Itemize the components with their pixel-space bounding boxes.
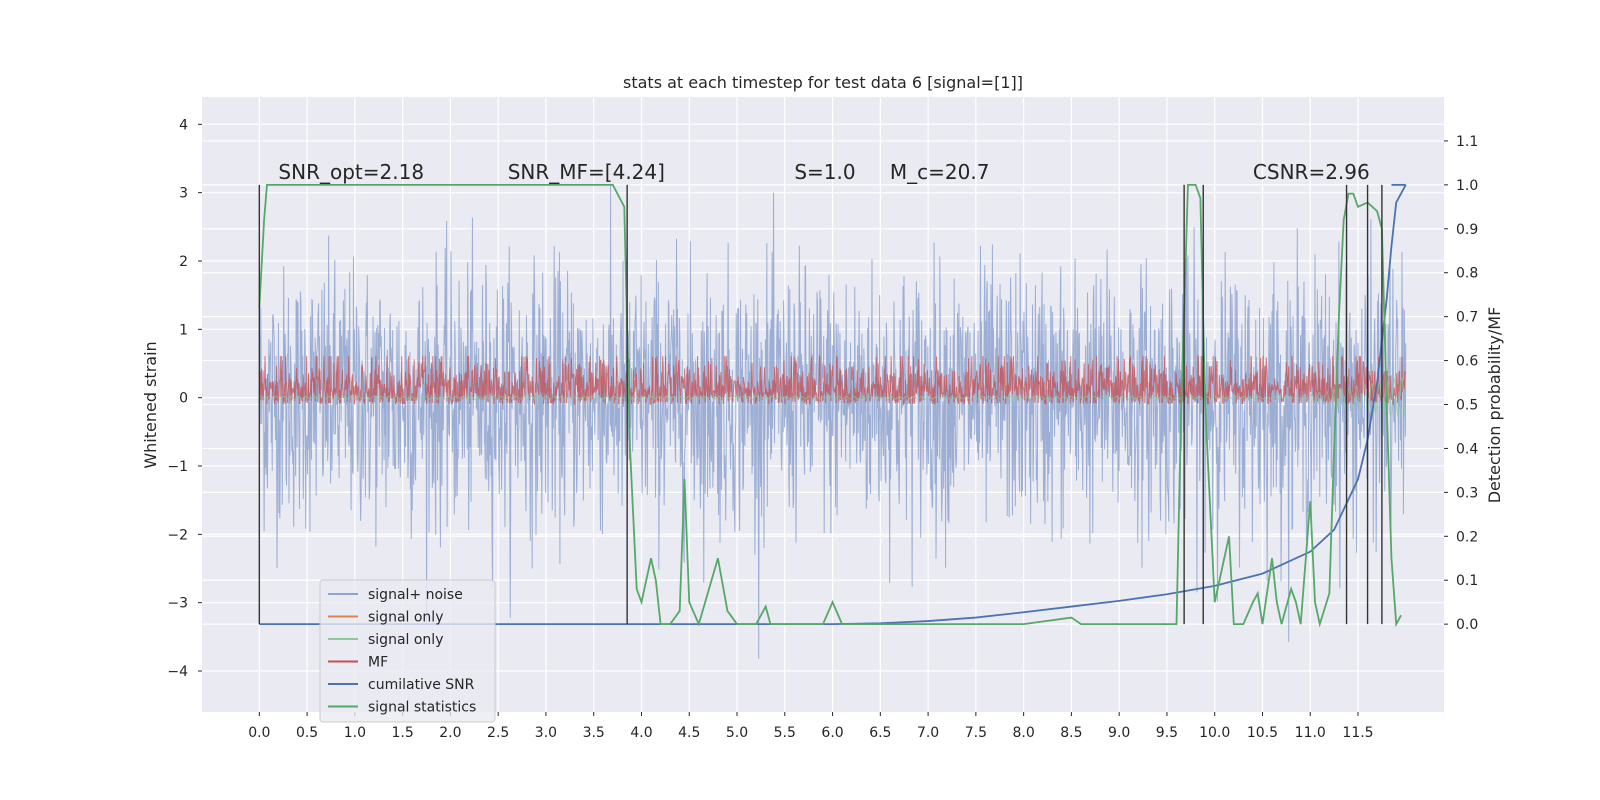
y-tick-label: 1 bbox=[179, 322, 188, 338]
series-lines bbox=[258, 183, 1407, 628]
y-tick-label: −2 bbox=[167, 527, 188, 543]
y-tick-label: 0 bbox=[179, 391, 188, 407]
chart-title: stats at each timestep for test data 6 [… bbox=[623, 73, 1023, 92]
annotation: CSNR=2.96 bbox=[1253, 160, 1370, 184]
x-tick-label: 6.5 bbox=[869, 725, 891, 741]
x-tick-label: 6.0 bbox=[821, 725, 843, 741]
annotation: M_c=20.7 bbox=[890, 160, 990, 184]
y-right-tick-labels: 1.1 1.0 0.9 0.8 0.7 0.6 0.5 0.4 0.3 0.2 0.1 0.0 bbox=[1444, 134, 1478, 633]
x-tick-label: 7.5 bbox=[965, 725, 987, 741]
legend-entry: signal only bbox=[368, 632, 443, 648]
x-tick-label: 2.5 bbox=[487, 725, 509, 741]
y-right-tick-label: 0.4 bbox=[1456, 441, 1478, 457]
y-right-tick-label: 1.0 bbox=[1456, 178, 1478, 194]
x-tick-label: 2.0 bbox=[439, 725, 461, 741]
x-tick-label: 0.0 bbox=[248, 725, 270, 741]
x-tick-label: 8.0 bbox=[1012, 725, 1034, 741]
x-tick-label: 0.5 bbox=[296, 725, 318, 741]
x-tick-label: 5.0 bbox=[726, 725, 748, 741]
y-right-tick-label: 0.1 bbox=[1456, 573, 1478, 589]
legend-entry: signal only bbox=[368, 610, 443, 626]
series-signal-only bbox=[258, 377, 1407, 419]
annotation: SNR_MF=[4.24] bbox=[508, 160, 665, 184]
x-tick-label: 3.5 bbox=[583, 725, 605, 741]
y-tick-label: −3 bbox=[167, 596, 188, 612]
y-right-tick-label: 0.2 bbox=[1456, 529, 1478, 545]
legend-entry: MF bbox=[368, 655, 388, 671]
legend: signal+ noise signal only signal only MF cum… bbox=[319, 579, 496, 723]
annotation: SNR_opt=2.18 bbox=[278, 160, 424, 184]
x-tick-label: 3.0 bbox=[535, 725, 557, 741]
x-tick-label: 4.5 bbox=[678, 725, 700, 741]
legend-box bbox=[319, 579, 496, 723]
y-right-tick-label: 0.0 bbox=[1456, 617, 1478, 633]
x-tick-label: 11.0 bbox=[1295, 725, 1326, 741]
legend-entry: signal statistics bbox=[368, 700, 476, 716]
x-tick-label: 1.5 bbox=[391, 725, 413, 741]
legend-entry: cumilative SNR bbox=[368, 677, 475, 693]
signal-noise-band bbox=[258, 185, 1407, 659]
x-tick-labels: 0.0 0.5 1.0 1.5 2.0 2.5 3.0 3.5 4.0 4.5 5.0 5.5 6.0 6… bbox=[248, 712, 1374, 741]
x-tick-label: 9.5 bbox=[1156, 725, 1178, 741]
y-right-tick-label: 0.9 bbox=[1456, 222, 1478, 238]
y-right-tick-label: 0.3 bbox=[1456, 485, 1478, 501]
y-axis-label: Whitened strain bbox=[141, 341, 160, 468]
y-tick-label: −1 bbox=[167, 459, 188, 475]
y-right-tick-label: 1.1 bbox=[1456, 134, 1478, 150]
x-tick-label: 9.0 bbox=[1108, 725, 1130, 741]
series-mf bbox=[258, 354, 1407, 407]
x-tick-label: 10.5 bbox=[1247, 725, 1278, 741]
y-tick-label: 4 bbox=[179, 117, 188, 133]
x-tick-label: 8.5 bbox=[1060, 725, 1082, 741]
x-tick-label: 5.5 bbox=[774, 725, 796, 741]
y-right-tick-label: 0.5 bbox=[1456, 398, 1478, 414]
y-tick-labels: 4 3 2 1 0 −1 −2 −3 −4 bbox=[167, 117, 202, 680]
vertical-lines bbox=[258, 184, 1383, 625]
x-tick-label: 11.5 bbox=[1342, 725, 1373, 741]
x-tick-label: 10.0 bbox=[1199, 725, 1230, 741]
y-right-axis-label: Detection probability/MF bbox=[1485, 307, 1504, 504]
y-tick-label: 2 bbox=[179, 254, 188, 270]
legend-entry: signal+ noise bbox=[368, 587, 463, 603]
x-tick-label: 1.0 bbox=[344, 725, 366, 741]
y-right-tick-label: 0.6 bbox=[1456, 354, 1478, 370]
annotation: S=1.0 bbox=[794, 160, 855, 184]
x-tick-label: 4.0 bbox=[630, 725, 652, 741]
y-right-tick-label: 0.7 bbox=[1456, 310, 1478, 326]
series-signal-statistics bbox=[258, 183, 1402, 628]
x-tick-label: 7.0 bbox=[917, 725, 939, 741]
y-right-tick-label: 0.8 bbox=[1456, 266, 1478, 282]
y-tick-label: 3 bbox=[179, 186, 188, 202]
y-tick-label: −4 bbox=[167, 664, 188, 680]
annotations: SNR_opt=2.18 SNR_MF=[4.24] S=1.0 M_c=20.7 CS… bbox=[278, 160, 1369, 184]
